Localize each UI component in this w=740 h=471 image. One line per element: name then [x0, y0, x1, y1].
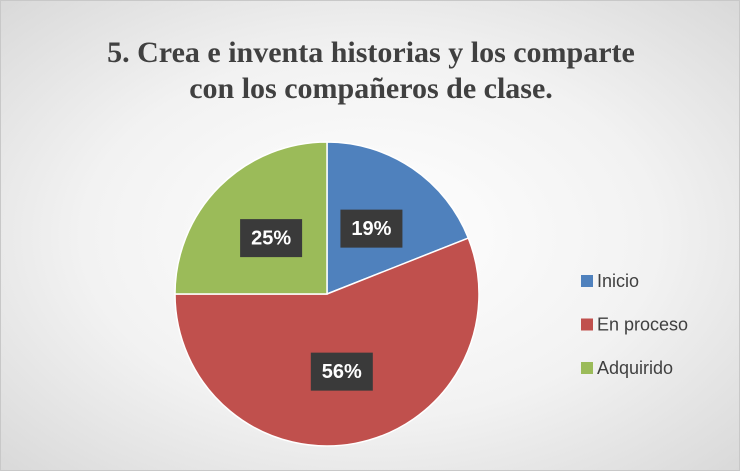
- pie-slice: [174, 237, 480, 447]
- data-label-box: [340, 209, 403, 248]
- data-label: 19%: [351, 218, 391, 240]
- legend-label: Inicio: [597, 271, 639, 291]
- data-label: 56%: [322, 361, 362, 383]
- data-label-box: [310, 352, 373, 391]
- legend-swatch: [581, 318, 593, 331]
- pie-slice: [174, 141, 328, 295]
- legend-swatch: [581, 362, 593, 374]
- legend-label: En proceso: [597, 314, 688, 334]
- data-label: 25%: [251, 227, 291, 249]
- legend-swatch: [581, 275, 593, 287]
- data-label-box: [240, 219, 303, 258]
- legend-label: Adquirido: [597, 358, 673, 378]
- chart-title: 5. Crea e inventa historias y los compar…: [107, 36, 635, 105]
